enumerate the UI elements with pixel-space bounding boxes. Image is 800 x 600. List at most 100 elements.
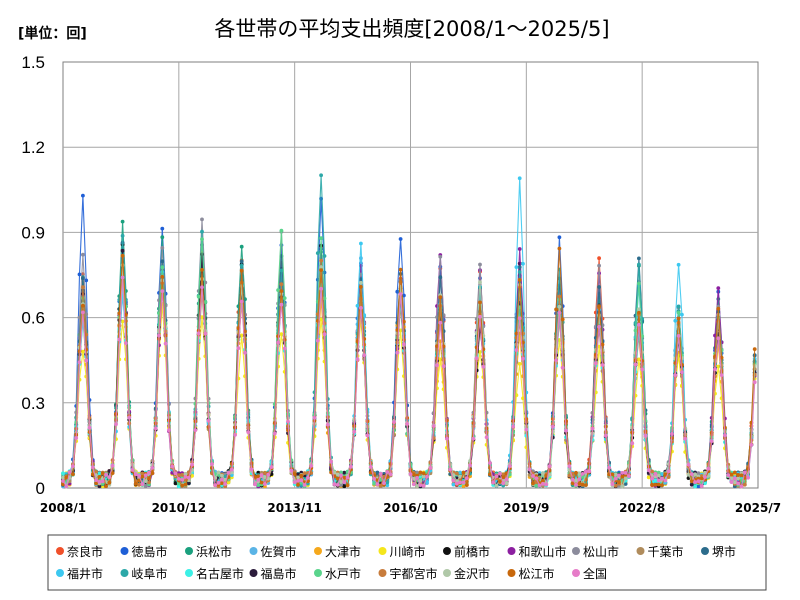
- data-point: [176, 477, 181, 481]
- data-point: [77, 272, 82, 277]
- data-point: [590, 426, 595, 431]
- data-point: [438, 295, 443, 300]
- x-tick-label: 2019/9: [503, 501, 549, 515]
- data-point: [104, 472, 108, 477]
- data-point: [742, 482, 747, 487]
- data-point: [557, 294, 562, 299]
- data-point: [97, 475, 102, 479]
- data-point: [478, 314, 482, 319]
- data-point: [239, 333, 244, 338]
- data-point: [163, 341, 168, 346]
- data-point: [531, 474, 535, 478]
- data-point: [282, 337, 287, 342]
- data-point: [253, 482, 257, 487]
- data-point: [557, 304, 562, 309]
- data-point: [686, 462, 691, 467]
- data-point: [339, 473, 343, 478]
- data-point: [190, 462, 195, 467]
- data-point: [97, 480, 102, 484]
- data-point: [173, 481, 178, 486]
- data-point: [306, 475, 310, 480]
- legend-entry: 福島市: [261, 566, 297, 581]
- data-point: [395, 350, 400, 355]
- legend-entry: 和歌山市: [519, 544, 567, 559]
- data-point: [564, 428, 568, 433]
- data-point: [282, 346, 287, 351]
- data-point: [656, 482, 661, 487]
- data-point: [140, 474, 145, 479]
- data-point: [699, 476, 704, 481]
- data-point: [640, 367, 645, 372]
- data-point: [620, 474, 625, 479]
- data-point: [693, 484, 697, 489]
- data-point: [415, 476, 419, 480]
- data-point: [491, 480, 496, 485]
- y-axis-ticks: 0 0.3 0.6 0.9 1.2 1.5: [21, 53, 45, 498]
- data-point: [752, 347, 757, 351]
- data-point: [418, 470, 423, 475]
- legend-entry: 大津市: [325, 544, 361, 559]
- data-point: [276, 288, 280, 292]
- data-point: [315, 338, 320, 343]
- y-tick-label: 0: [36, 479, 45, 498]
- legend-entry: 浜松市: [196, 544, 232, 559]
- data-point: [81, 276, 85, 281]
- data-point: [319, 268, 323, 272]
- data-point: [693, 480, 697, 484]
- data-point: [627, 474, 631, 478]
- data-point: [527, 467, 532, 472]
- data-point: [597, 304, 601, 308]
- data-point: [699, 484, 704, 488]
- legend-box: [47, 534, 767, 591]
- legend-swatch: [636, 547, 645, 555]
- data-point: [451, 482, 456, 487]
- data-point: [584, 483, 588, 487]
- data-point: [554, 307, 558, 312]
- data-point: [660, 483, 664, 488]
- data-point: [464, 476, 469, 480]
- data-point: [680, 370, 684, 375]
- data-point: [345, 475, 350, 480]
- data-point: [77, 360, 82, 365]
- data-point: [279, 289, 284, 293]
- data-point: [120, 253, 125, 258]
- data-point: [637, 256, 641, 261]
- data-point: [319, 236, 323, 241]
- data-point: [716, 286, 721, 290]
- data-point: [398, 292, 403, 296]
- data-point: [696, 484, 701, 489]
- data-point: [461, 484, 466, 488]
- data-point: [117, 337, 122, 342]
- data-point: [100, 471, 105, 476]
- data-point: [646, 475, 651, 480]
- data-point: [593, 361, 598, 366]
- data-point: [239, 280, 244, 285]
- data-point: [709, 439, 714, 443]
- data-point: [81, 285, 85, 290]
- data-point: [610, 482, 615, 486]
- data-point: [673, 373, 678, 377]
- data-point: [537, 483, 542, 488]
- data-point: [279, 302, 284, 307]
- data-point: [279, 332, 284, 336]
- data-point: [514, 265, 519, 269]
- data-point: [484, 435, 489, 440]
- data-point: [64, 484, 69, 489]
- data-point: [137, 483, 142, 487]
- data-point: [613, 472, 618, 477]
- data-point: [84, 278, 89, 283]
- data-point: [689, 482, 694, 487]
- data-point: [372, 481, 376, 486]
- data-point: [352, 429, 357, 434]
- data-point: [557, 310, 562, 315]
- data-point: [478, 300, 482, 305]
- data-point: [607, 465, 611, 470]
- data-point: [653, 478, 658, 483]
- data-point: [216, 470, 221, 475]
- data-point: [382, 481, 386, 485]
- data-point: [637, 357, 641, 362]
- legend-swatch: [120, 547, 129, 555]
- legend-swatch: [701, 547, 709, 555]
- y-tick-label: 0.6: [21, 309, 45, 328]
- data-point: [183, 475, 188, 479]
